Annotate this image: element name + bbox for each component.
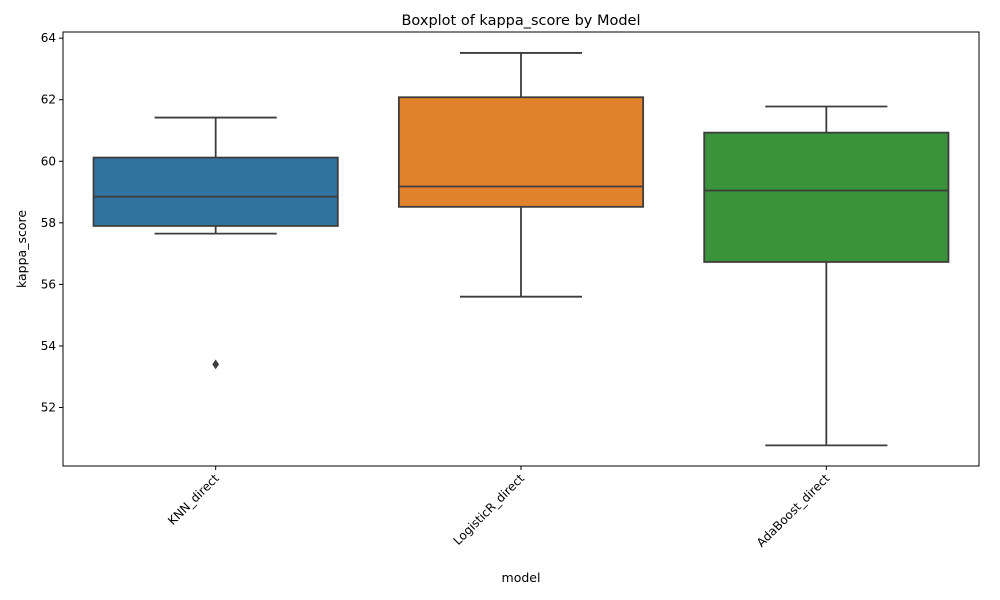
boxes-group: [92, 52, 950, 447]
box-KNN_direct: [92, 116, 339, 370]
outlier-point: [212, 359, 220, 370]
y-tick-label: 56: [41, 277, 56, 291]
y-axis-label: kappa_score: [14, 210, 29, 288]
chart-title: Boxplot of kappa_score by Model: [401, 13, 640, 29]
y-axis: 52 54 56 58 60 62 64: [41, 31, 63, 415]
x-axis-label: model: [502, 570, 541, 585]
x-axis: KNN_direct LogisticR_direct AdaBoost_direc…: [165, 466, 833, 550]
x-tick-label: AdaBoost_direct: [754, 471, 833, 550]
y-tick-label: 64: [41, 31, 56, 45]
x-tick-label: LogisticR_direct: [451, 471, 528, 548]
y-tick-label: 54: [41, 339, 56, 353]
box-LogisticR_direct: [397, 52, 645, 298]
y-tick-label: 52: [41, 401, 56, 415]
iqr-box: [397, 96, 645, 208]
y-tick-label: 62: [41, 93, 56, 107]
iqr-box: [92, 156, 339, 227]
y-tick-label: 60: [41, 154, 56, 168]
x-tick-label: KNN_direct: [165, 471, 222, 528]
y-tick-label: 58: [41, 216, 56, 230]
box-AdaBoost_direct: [703, 105, 950, 447]
iqr-box: [703, 131, 950, 263]
